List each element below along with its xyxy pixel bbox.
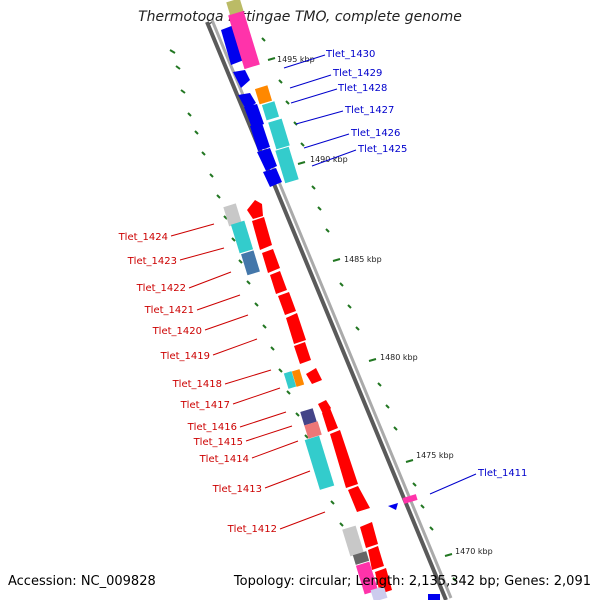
blue-gene-labels: Tlet_1430 Tlet_1429 Tlet_1428 Tlet_1427 … (325, 49, 527, 479)
gene-arrow (233, 70, 250, 88)
gene-arrow (286, 313, 306, 344)
gene-arrow (278, 292, 296, 315)
label-tlet-1425: Tlet_1425 (357, 144, 407, 155)
gene-arrow (330, 430, 358, 488)
tick-1470: 1470 kbp (455, 547, 493, 556)
gene-arrow (318, 400, 331, 416)
gene-1411-feature (388, 494, 440, 600)
gene-arrow (247, 200, 263, 219)
inner-scale-track (261, 37, 457, 582)
backbone (205, 19, 453, 600)
map-title: Thermotoga lettingae TMO, complete genom… (138, 9, 462, 25)
tick-1495: 1495 kbp (277, 55, 315, 64)
label-tlet-1411: Tlet_1411 (477, 468, 527, 479)
gene-arrow (322, 408, 338, 432)
gene-arrow (368, 546, 384, 570)
label-tlet-1416: Tlet_1416 (187, 422, 237, 433)
reverse-genes (247, 200, 392, 594)
gene-arrow (294, 342, 311, 364)
label-tlet-1430: Tlet_1430 (325, 49, 375, 60)
cog-boxes-bottom (223, 203, 388, 600)
label-tlet-1429: Tlet_1429 (332, 68, 382, 79)
tick-1485: 1485 kbp (344, 255, 382, 264)
gene-arrow (360, 522, 378, 548)
accession-text: Accession: NC_009828 (8, 574, 156, 589)
cog-boxes-top (226, 0, 299, 184)
tick-1480: 1480 kbp (380, 353, 418, 362)
label-tlet-1415: Tlet_1415 (193, 437, 243, 448)
gene-arrow (270, 271, 287, 294)
blue-leaders (283, 54, 477, 495)
label-tlet-1421: Tlet_1421 (144, 305, 194, 316)
label-tlet-1414: Tlet_1414 (199, 454, 249, 465)
gene-arrow (244, 104, 264, 128)
gene-arrow (348, 486, 370, 512)
label-tlet-1428: Tlet_1428 (337, 83, 387, 94)
forward-genes (221, 25, 282, 187)
label-tlet-1413: Tlet_1413 (212, 484, 262, 495)
gene-arrow (252, 217, 272, 250)
label-tlet-1420: Tlet_1420 (152, 326, 202, 337)
tick-1475: 1475 kbp (416, 451, 454, 460)
label-tlet-1422: Tlet_1422 (136, 283, 186, 294)
red-leaders (170, 223, 326, 530)
gene-arrow (221, 25, 244, 65)
gene-arrow (263, 168, 282, 187)
label-tlet-1419: Tlet_1419 (160, 351, 210, 362)
label-tlet-1417: Tlet_1417 (180, 400, 230, 411)
label-tlet-1424: Tlet_1424 (118, 232, 168, 243)
gene-arrow (257, 148, 277, 171)
label-tlet-1423: Tlet_1423 (127, 256, 177, 267)
label-tlet-1426: Tlet_1426 (350, 128, 400, 139)
red-gene-labels: Tlet_1424 Tlet_1423 Tlet_1422 Tlet_1421 … (118, 232, 277, 535)
label-tlet-1412: Tlet_1412 (227, 524, 277, 535)
gene-arrow (306, 368, 322, 384)
gene-arrow (375, 568, 392, 594)
genome-summary-text: Topology: circular; Length: 2,135,342 bp… (233, 574, 591, 589)
gene-arrow (250, 123, 270, 151)
gene-arrow (262, 249, 280, 273)
label-tlet-1427: Tlet_1427 (344, 105, 394, 116)
label-tlet-1418: Tlet_1418 (172, 379, 222, 390)
